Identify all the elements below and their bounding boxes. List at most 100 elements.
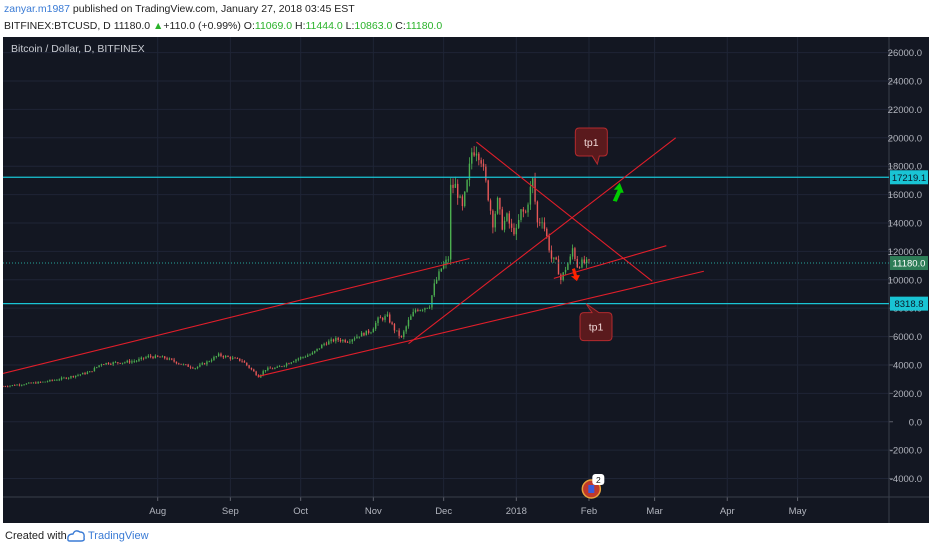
price-chart[interactable]: tp1 tp1 2 26000.0 24000.0 22000.0 20000.0 1800… <box>2 37 929 523</box>
low-label: L: <box>345 20 355 32</box>
candle-body <box>224 356 227 358</box>
candle-body <box>168 358 171 360</box>
candle-body <box>105 362 107 365</box>
candle-body <box>28 382 30 384</box>
candle-body <box>271 368 274 370</box>
open-label: O: <box>243 20 255 32</box>
x-tick-label: Oct <box>293 506 308 517</box>
candle-body <box>142 357 145 359</box>
candle-body <box>30 382 32 384</box>
y-tick-label: 0.0 <box>909 417 922 428</box>
candle-body <box>522 209 525 212</box>
candle-body <box>180 363 182 365</box>
trendline <box>2 257 470 375</box>
candle-body <box>311 352 314 355</box>
candle-body <box>496 197 499 214</box>
candle-body <box>63 377 65 379</box>
candle-body <box>285 363 288 366</box>
tp1-callout <box>579 303 613 342</box>
candle-body <box>117 362 119 363</box>
candle-body <box>264 370 267 372</box>
candle-body <box>581 259 583 268</box>
candle-body <box>555 257 557 260</box>
candle-body <box>103 364 105 366</box>
candle-body <box>492 210 494 228</box>
candle-body <box>487 180 489 201</box>
candle-body <box>574 248 576 260</box>
candle-body <box>121 362 124 364</box>
candle-body <box>124 362 126 364</box>
candle-body <box>318 348 321 350</box>
y-tick-label: -2000.0 <box>890 446 922 457</box>
candle-body <box>152 356 154 359</box>
open-value: 11069.0 <box>254 20 293 32</box>
candle-body <box>213 357 215 361</box>
candle-body <box>292 361 295 363</box>
candle-body <box>386 314 389 317</box>
price-change: +110.0 (+0.99%) <box>163 20 241 32</box>
candle-body <box>4 386 7 388</box>
candle-body <box>564 269 567 273</box>
candle-body <box>65 377 67 379</box>
candle-body <box>189 366 192 368</box>
candle-body <box>159 356 161 358</box>
x-tick-label: May <box>789 506 807 517</box>
candle-body <box>21 384 23 386</box>
tradingview-brand-link[interactable]: TradingView <box>88 530 149 542</box>
candle-body <box>178 363 180 365</box>
candle-body <box>377 317 379 324</box>
candle-body <box>149 355 152 357</box>
candle-body <box>307 355 309 357</box>
candle-body <box>93 367 96 372</box>
candle-body <box>2 386 4 388</box>
author-link[interactable]: zanyar.m1987 <box>4 3 70 15</box>
candle-body <box>185 364 187 366</box>
candle-body <box>501 209 503 230</box>
candle-body <box>571 248 574 257</box>
candle-body <box>452 184 454 188</box>
y-tick-label: 26000.0 <box>888 48 922 59</box>
candle-body <box>309 354 311 356</box>
candle-body <box>428 307 431 309</box>
candle-body <box>374 323 377 329</box>
candle-body <box>187 364 189 367</box>
candle-body <box>461 196 464 207</box>
candle-body <box>567 263 569 270</box>
candle-body <box>72 376 75 378</box>
tp1-callout <box>574 127 608 166</box>
events-count: 2 <box>596 475 601 485</box>
candle-body <box>154 355 157 359</box>
candle-body <box>299 357 302 359</box>
candle-body <box>77 374 79 376</box>
candle-body <box>107 362 110 365</box>
close-label: C: <box>395 20 406 32</box>
candle-body <box>412 311 414 317</box>
x-tick-label: Sep <box>222 506 239 517</box>
level-label-box <box>890 296 928 311</box>
candle-body <box>58 379 60 381</box>
candle-body <box>468 163 471 181</box>
candle-body <box>536 201 539 223</box>
y-tick-label: 16000.0 <box>888 190 922 201</box>
candle-body <box>585 259 588 264</box>
candle-body <box>417 309 419 311</box>
candle-body <box>112 362 114 365</box>
chart-panel[interactable]: tp1 tp1 2 26000.0 24000.0 22000.0 20000.0 1800… <box>2 37 929 523</box>
candle-body <box>433 283 435 296</box>
candle-body <box>206 361 208 365</box>
candle-body <box>349 341 351 343</box>
candle-body <box>379 317 382 319</box>
candle-body <box>304 356 307 358</box>
level-label: 8318.8 <box>894 299 923 310</box>
candle-body <box>382 318 384 320</box>
candle-body <box>506 213 508 221</box>
candle-body <box>18 384 21 386</box>
candle-body <box>44 381 46 383</box>
candle-body <box>543 222 546 229</box>
candle-body <box>370 332 372 334</box>
published-text: published on TradingView.com, January 27… <box>72 3 355 15</box>
candle-body <box>255 371 257 376</box>
candle-body <box>400 335 403 338</box>
candle-body <box>560 274 562 280</box>
candle-body <box>56 379 58 381</box>
